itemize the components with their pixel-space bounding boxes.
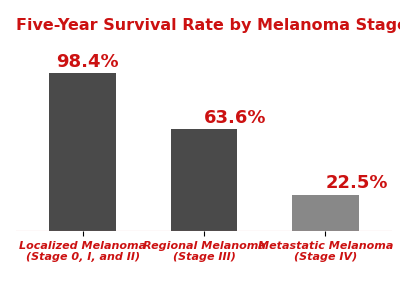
Bar [49, 73, 116, 231]
Text: 63.6%: 63.6% [204, 109, 266, 126]
Bar [171, 129, 237, 231]
Text: Five-Year Survival Rate by Melanoma Stage: Five-Year Survival Rate by Melanoma Stag… [16, 18, 400, 33]
Bar [292, 195, 359, 231]
Text: 98.4%: 98.4% [56, 53, 119, 71]
Text: 22.5%: 22.5% [325, 174, 388, 192]
